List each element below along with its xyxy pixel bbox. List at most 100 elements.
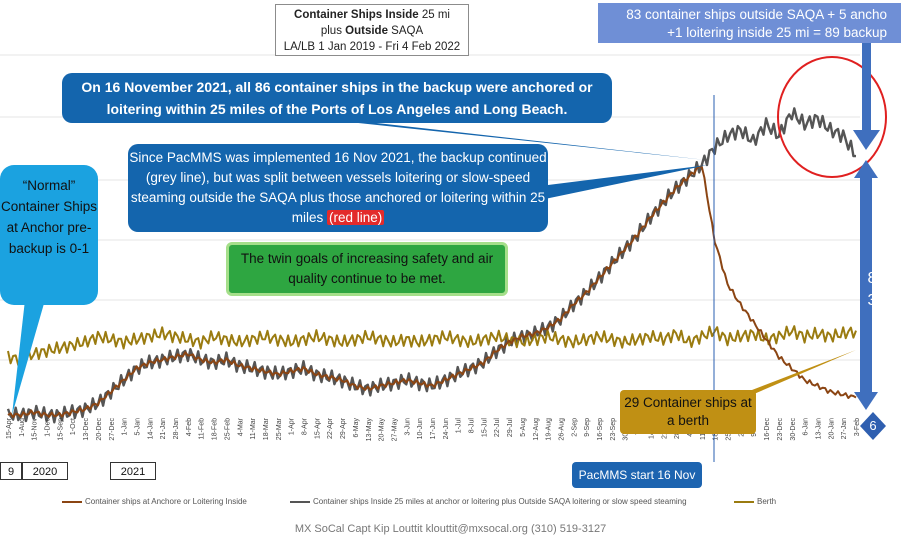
x-tick-label: 27-Jan bbox=[841, 418, 848, 440]
x-tick-label: 8-Apr bbox=[302, 417, 309, 435]
title-pre-2: plus bbox=[320, 25, 346, 37]
callout-pacmms: Since PacMMS was implemented 16 Nov 2021… bbox=[128, 144, 548, 232]
x-tick-label: 1-Oct bbox=[70, 418, 77, 435]
legend-anchor-swatch bbox=[62, 500, 82, 503]
x-tick-label: 15-Jul bbox=[481, 418, 488, 438]
x-tick-label: 12-Aug bbox=[533, 418, 540, 441]
title-rest-2: SAQA bbox=[387, 25, 424, 37]
x-tick-label: 30-Dec bbox=[790, 418, 797, 441]
down-arrow-shaft bbox=[862, 42, 871, 132]
title-bold-2: Outside bbox=[345, 25, 388, 37]
x-tick-label: 13-May bbox=[366, 418, 373, 442]
x-tick-label: 11-Feb bbox=[199, 418, 206, 440]
x-tick-label: 16-Sep bbox=[597, 418, 604, 441]
x-tick-label: 27-May bbox=[392, 418, 399, 442]
x-tick-label: 17-Jun bbox=[430, 418, 437, 440]
x-tick-label: 20-May bbox=[379, 418, 386, 442]
x-tick-label: 5-Jan bbox=[135, 418, 142, 436]
x-tick-label: 10-Jun bbox=[417, 418, 424, 440]
x-tick-label: 19-Aug bbox=[546, 418, 553, 441]
legend-berth-swatch bbox=[734, 500, 754, 503]
callout-nov16: On 16 November 2021, all 86 container sh… bbox=[62, 73, 612, 123]
x-tick-label: 25-Mar bbox=[276, 417, 283, 440]
goals-text: The twin goals of increasing safety and … bbox=[240, 251, 494, 286]
series-line-1 bbox=[6, 107, 857, 424]
x-tick-label: 25-Feb bbox=[224, 418, 231, 440]
x-tick-label: 23-Dec bbox=[777, 418, 784, 441]
x-tick-label: 26-Aug bbox=[559, 418, 566, 441]
legend-anchor-label: Container ships at Anchore or Loitering … bbox=[85, 497, 247, 506]
double-arrow-shaft bbox=[860, 176, 872, 396]
title-bold-1: Container Ships Inside bbox=[294, 9, 419, 21]
year-2019: 9 bbox=[0, 462, 22, 480]
series-line-0 bbox=[7, 165, 857, 419]
berth-callout-tail bbox=[740, 350, 856, 400]
x-tick-label: 28-Jan bbox=[173, 418, 180, 440]
legend-total-label: Container ships Inside 25 miles at ancho… bbox=[313, 497, 687, 506]
summary-line-2: +1 loitering inside 25 mi = 89 backup bbox=[667, 25, 887, 40]
x-tick-label: 6-Jan bbox=[803, 418, 810, 436]
x-tick-label: 18-Mar bbox=[263, 417, 270, 440]
berth-callout-text: 29 Container ships at a berth bbox=[624, 395, 752, 428]
x-tick-labels: 15-Apr 1-Aug 15-Nov 1-Dec 15-Sep 1-Oct 13-Dec 2… bbox=[6, 417, 861, 441]
x-tick-label: 1-Dec bbox=[45, 418, 52, 437]
x-tick-label: 29-Apr bbox=[340, 417, 347, 439]
x-tick-label: 14-Jan bbox=[147, 418, 154, 440]
berth-callout: 29 Container ships at a berth bbox=[620, 390, 756, 434]
x-tick-label: 11-Mar bbox=[250, 417, 257, 439]
double-arrow-bottom bbox=[854, 392, 878, 410]
callout-normal-text: “Normal” Container Ships at Anchor pre-b… bbox=[0, 178, 98, 256]
year-2021: 2021 bbox=[110, 462, 156, 480]
x-tick-label: 20-Dec bbox=[96, 418, 103, 441]
legend-berth: Berth bbox=[734, 497, 776, 506]
callout-normal: “Normal” Container Ships at Anchor pre-b… bbox=[0, 165, 98, 305]
title-date-range: LA/LB 1 Jan 2019 - Fri 4 Feb 2022 bbox=[283, 41, 461, 53]
x-tick-label: 24-Jun bbox=[443, 418, 450, 440]
x-tick-label: 29-Jul bbox=[507, 418, 514, 438]
x-tick-label: 3-Feb bbox=[854, 418, 861, 436]
x-tick-label: 8-Jul bbox=[469, 418, 476, 434]
x-tick-label: 4-Feb bbox=[186, 418, 193, 436]
x-tick-label: 18-Feb bbox=[212, 418, 219, 440]
x-tick-label: 22-Apr bbox=[327, 417, 334, 439]
x-tick-label: 23-Sep bbox=[610, 418, 617, 441]
x-tick-label: 21-Jan bbox=[160, 418, 167, 440]
series-lines bbox=[6, 107, 857, 424]
chart-title-box: Container Ships Inside 25 mi plus Outsid… bbox=[275, 4, 469, 56]
red-line-tag: (red line) bbox=[326, 210, 385, 225]
year-2020: 2020 bbox=[22, 462, 68, 480]
x-tick-label: 27-Dec bbox=[109, 418, 116, 441]
legend-berth-label: Berth bbox=[757, 497, 777, 506]
x-tick-label: 15-Apr bbox=[6, 417, 13, 439]
x-tick-label: 16-Dec bbox=[764, 418, 771, 441]
legend-total-swatch bbox=[290, 500, 310, 503]
x-tick-label: 15-Sep bbox=[57, 418, 64, 441]
normal-callout-tail bbox=[12, 300, 45, 415]
x-tick-label: 20-Jan bbox=[828, 418, 835, 440]
x-tick-label: 6-May bbox=[353, 418, 360, 438]
backup-summary-box: 83 container ships outside SAQA + 5 anch… bbox=[598, 3, 901, 43]
x-tick-label: 1-Aug bbox=[19, 418, 26, 437]
x-tick-label: 15-Nov bbox=[32, 418, 39, 441]
callout-pacmms-text: Since PacMMS was implemented 16 Nov 2021… bbox=[129, 150, 547, 225]
pacmms-start-text: PacMMS start 16 Nov bbox=[578, 468, 696, 482]
legend-anchor: Container ships at Anchore or Loitering … bbox=[62, 497, 247, 506]
summary-line-1: 83 container ships outside SAQA + 5 anch… bbox=[626, 7, 887, 22]
down-arrow-head bbox=[853, 130, 880, 150]
x-tick-label: 1-Apr bbox=[289, 417, 296, 435]
highlight-circle bbox=[777, 56, 887, 178]
x-tick-label: 22-Jul bbox=[494, 418, 501, 438]
footer-contact: MX SoCal Capt Kip Louttit klouttit@mxsoc… bbox=[294, 523, 607, 535]
x-tick-label: 3-Jun bbox=[404, 418, 411, 436]
title-rest-1: 25 mi bbox=[418, 9, 450, 21]
x-tick-label: 1-Jul bbox=[456, 418, 463, 434]
diamond-marker bbox=[860, 412, 886, 440]
callout-top-tail bbox=[330, 120, 706, 160]
side-label-6: 6 bbox=[869, 418, 877, 433]
x-tick-label: 9-Sep bbox=[584, 418, 591, 437]
x-tick-label: 13-Dec bbox=[83, 418, 90, 441]
callout-nov16-text: On 16 November 2021, all 86 container sh… bbox=[81, 79, 593, 117]
x-tick-label: 4-Mar bbox=[237, 417, 244, 436]
